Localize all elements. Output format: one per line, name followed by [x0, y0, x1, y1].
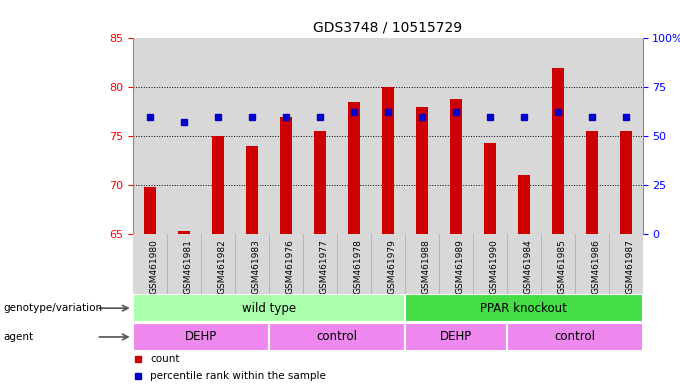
Text: GSM461989: GSM461989	[456, 239, 464, 294]
Bar	[619, 131, 632, 234]
Bar	[313, 131, 326, 234]
Text: GSM461976: GSM461976	[286, 239, 294, 294]
Bar	[483, 143, 496, 234]
Bar	[143, 187, 156, 234]
Text: GSM461980: GSM461980	[150, 239, 158, 294]
Text: GSM461986: GSM461986	[592, 239, 600, 294]
Text: GSM461983: GSM461983	[252, 239, 260, 294]
Text: count: count	[150, 354, 180, 364]
Bar	[245, 146, 258, 234]
Text: control: control	[316, 331, 357, 343]
Text: GSM461984: GSM461984	[524, 239, 532, 294]
Text: percentile rank within the sample: percentile rank within the sample	[150, 371, 326, 381]
Bar	[415, 107, 428, 234]
Bar	[551, 68, 564, 234]
Text: GSM461982: GSM461982	[218, 239, 226, 294]
Bar	[269, 323, 405, 351]
Text: GSM461987: GSM461987	[626, 239, 634, 294]
Bar	[177, 231, 190, 234]
Bar	[449, 99, 462, 234]
Text: GSM461977: GSM461977	[320, 239, 328, 294]
Text: GSM461990: GSM461990	[490, 239, 498, 294]
Bar	[405, 295, 643, 322]
Text: GSM461988: GSM461988	[422, 239, 430, 294]
Text: GDS3748 / 10515729: GDS3748 / 10515729	[313, 21, 462, 35]
Bar	[381, 87, 394, 234]
Bar	[507, 323, 643, 351]
Text: wild type: wild type	[241, 302, 296, 314]
Text: PPAR knockout: PPAR knockout	[480, 302, 567, 314]
Text: GSM461979: GSM461979	[388, 239, 396, 294]
Bar	[211, 136, 224, 234]
Bar	[133, 323, 269, 351]
Bar	[347, 102, 360, 234]
Bar	[517, 175, 530, 234]
Text: DEHP: DEHP	[184, 331, 217, 343]
Bar	[133, 295, 405, 322]
Bar	[585, 131, 598, 234]
Text: genotype/variation: genotype/variation	[3, 303, 103, 313]
Text: GSM461985: GSM461985	[558, 239, 566, 294]
Text: GSM461978: GSM461978	[354, 239, 362, 294]
Text: agent: agent	[3, 332, 33, 342]
Bar	[405, 323, 507, 351]
Text: control: control	[554, 331, 595, 343]
Bar	[279, 117, 292, 234]
Text: GSM461981: GSM461981	[184, 239, 192, 294]
Text: DEHP: DEHP	[439, 331, 472, 343]
